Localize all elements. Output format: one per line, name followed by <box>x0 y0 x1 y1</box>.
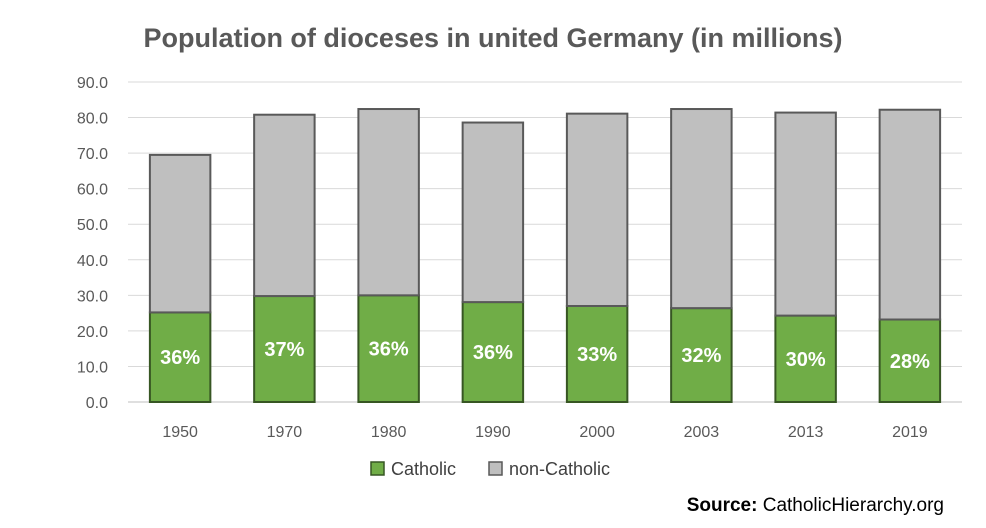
y-tick-label: 60.0 <box>77 182 108 199</box>
y-tick-label: 30.0 <box>77 288 108 305</box>
bar-catholic <box>357 294 420 404</box>
x-category-label: 1950 <box>162 424 198 441</box>
x-category-label: 2013 <box>788 424 824 441</box>
x-category-label: 2019 <box>892 424 928 441</box>
bar-non-catholic <box>670 108 733 310</box>
bar-non-catholic <box>461 121 525 304</box>
bar-non-catholic <box>878 108 942 321</box>
data-label: 32% <box>681 345 721 367</box>
data-label: 36% <box>369 339 409 361</box>
bar-catholic <box>774 314 837 404</box>
x-category-label: 1970 <box>267 424 303 441</box>
x-axis-categories: 1950 1970 1980 1990 2000 2003 2013 2019 <box>162 424 927 441</box>
x-category-label: 2003 <box>684 424 720 441</box>
source-note: Source: CatholicHierarchy.org <box>687 495 944 516</box>
y-tick-label: 80.0 <box>77 111 108 128</box>
bar-catholic <box>565 305 629 403</box>
source-label: Source: <box>687 495 758 516</box>
y-tick-label: 70.0 <box>77 146 108 163</box>
x-category-label: 1980 <box>371 424 407 441</box>
legend-swatch-catholic <box>370 461 385 476</box>
legend-label: Catholic <box>391 459 456 479</box>
bar-non-catholic <box>253 113 316 298</box>
chart-title: Population of dioceses in united Germany… <box>143 23 842 53</box>
x-category-label: 1990 <box>475 424 511 441</box>
x-category-label: 2000 <box>579 424 615 441</box>
data-label: 36% <box>473 342 513 364</box>
y-tick-label: 20.0 <box>77 324 108 341</box>
bar-non-catholic <box>565 112 629 308</box>
bar-non-catholic <box>357 108 420 297</box>
data-label: 37% <box>264 339 304 361</box>
data-label: 28% <box>890 351 930 373</box>
y-tick-label: 90.0 <box>77 75 108 92</box>
legend: Catholic non-Catholic <box>370 459 610 479</box>
data-label: 33% <box>577 344 617 366</box>
y-tick-label: 0.0 <box>86 395 108 412</box>
legend-swatch-non-catholic <box>488 461 503 476</box>
legend-label: non-Catholic <box>509 459 610 479</box>
data-label: 30% <box>786 349 826 371</box>
y-tick-label: 50.0 <box>77 217 108 234</box>
bars: 36% 37% 36% 36% 33% 32% 30% 28% <box>148 108 942 404</box>
bar-non-catholic <box>148 153 212 314</box>
grid-lines <box>128 81 962 403</box>
data-label: 36% <box>160 347 200 369</box>
bar-catholic <box>670 307 733 403</box>
y-axis-ticks: 0.0 10.0 20.0 30.0 40.0 50.0 60.0 70.0 80.0 90.0 <box>77 75 108 412</box>
source-text: CatholicHierarchy.org <box>763 495 944 516</box>
y-tick-label: 10.0 <box>77 359 108 376</box>
bar-catholic <box>878 318 942 403</box>
bar-non-catholic <box>774 111 837 317</box>
y-tick-label: 40.0 <box>77 253 108 270</box>
